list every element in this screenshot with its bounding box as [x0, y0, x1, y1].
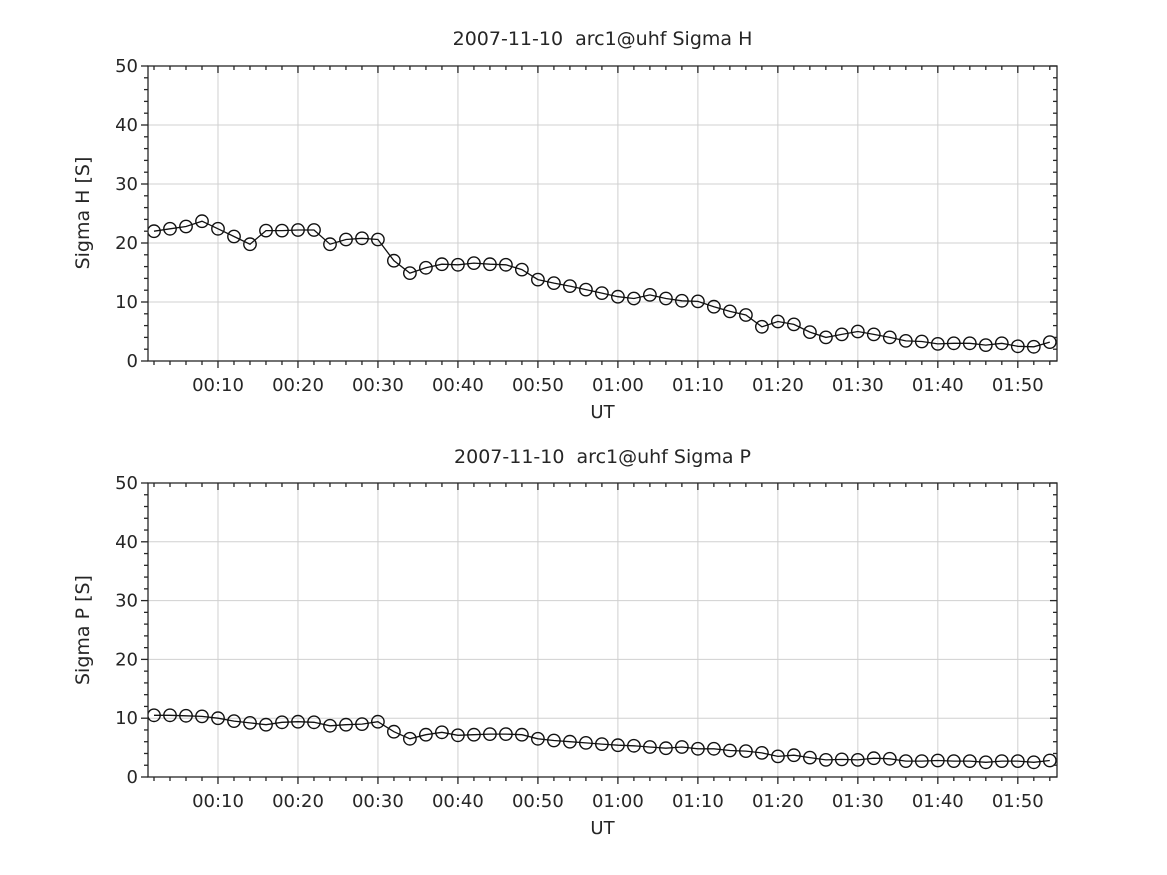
plot2-xtick-label: 01:00: [592, 791, 644, 812]
plot1-ytick-label: 30: [115, 174, 138, 195]
plot2-series: [148, 708, 1057, 770]
plot1-axes: [141, 65, 1058, 368]
plot1-xtick-label: 00:40: [432, 375, 484, 396]
plot2: 00:10 00:20 00:30 00:40 00:50 01:00 01:10 01:20…: [115, 473, 1058, 812]
plot2-y-axis-label: Sigma P [S]: [72, 575, 94, 685]
plot1-xtick-label: 01:30: [832, 375, 884, 396]
plot2-ytick-label: 0: [127, 767, 138, 788]
plot2-line: [154, 714, 1050, 763]
plot1-y-axis-label: Sigma H [S]: [72, 156, 94, 270]
plot1-xtick-label: 00:20: [272, 375, 324, 396]
plot2-grid: [148, 483, 1057, 777]
plot2-xtick-label: 01:30: [832, 791, 884, 812]
plot1-x-axis-label: UT: [590, 402, 615, 423]
plot2-xtick-label: 01:50: [992, 791, 1044, 812]
plot2-xtick-label: 01:40: [912, 791, 964, 812]
plot2-ytick-label: 30: [115, 591, 138, 612]
plot2-xtick-label: 00:30: [352, 791, 404, 812]
plot1-markers: [148, 214, 1057, 354]
plot2-xtick-label: 00:50: [512, 791, 564, 812]
plot1-xtick-label: 01:40: [912, 375, 964, 396]
plot1-grid: [148, 66, 1057, 361]
plot1-ytick-label: 40: [115, 115, 138, 136]
plot1-line: [153, 220, 1050, 348]
plot2-xtick-label: 00:40: [432, 791, 484, 812]
plot2-ytick-label: 20: [115, 649, 138, 670]
plot2-ytick-label: 50: [115, 473, 138, 494]
plot1-ytick-label: 0: [127, 351, 138, 372]
plot2-title: 2007-11-10 arc1@uhf Sigma P: [454, 446, 751, 468]
plot2-xtick-label: 01:20: [752, 791, 804, 812]
plot1-xtick-label: 00:30: [352, 375, 404, 396]
plot1-xtick-label: 00:50: [512, 375, 564, 396]
plot2-ytick-label: 40: [115, 532, 138, 553]
plot1-xtick-label: 01:00: [592, 375, 644, 396]
plot1-xtick-label: 01:20: [752, 375, 804, 396]
plot2-xtick-label: 00:20: [272, 791, 324, 812]
plot2-ytick-label: 10: [115, 708, 138, 729]
plot1-title: 2007-11-10 arc1@uhf Sigma H: [452, 28, 753, 50]
plot2-markers: [148, 708, 1057, 770]
plot1-ytick-label: 10: [115, 292, 138, 313]
plot1-ytick-label: 20: [115, 233, 138, 254]
plot1-ytick-label: 50: [115, 56, 138, 77]
plot1-xtick-label: 00:10: [192, 375, 244, 396]
plot2-xtick-label: 00:10: [192, 791, 244, 812]
plot2-axes: [141, 482, 1058, 784]
plot1-series: [148, 214, 1057, 354]
plot1: 00:10 00:20 00:30 00:40 00:50 01:00 01:10 01:20…: [115, 56, 1058, 396]
plot2-tick-labels: 00:10 00:20 00:30 00:40 00:50 01:00 01:10 01:20…: [115, 473, 1044, 812]
plot1-xtick-label: 01:50: [992, 375, 1044, 396]
plot1-tick-labels: 00:10 00:20 00:30 00:40 00:50 01:00 01:10 01:20…: [115, 56, 1044, 396]
plot1-xtick-label: 01:10: [672, 375, 724, 396]
plot2-xtick-label: 01:10: [672, 791, 724, 812]
plot2-x-axis-label: UT: [590, 818, 615, 839]
